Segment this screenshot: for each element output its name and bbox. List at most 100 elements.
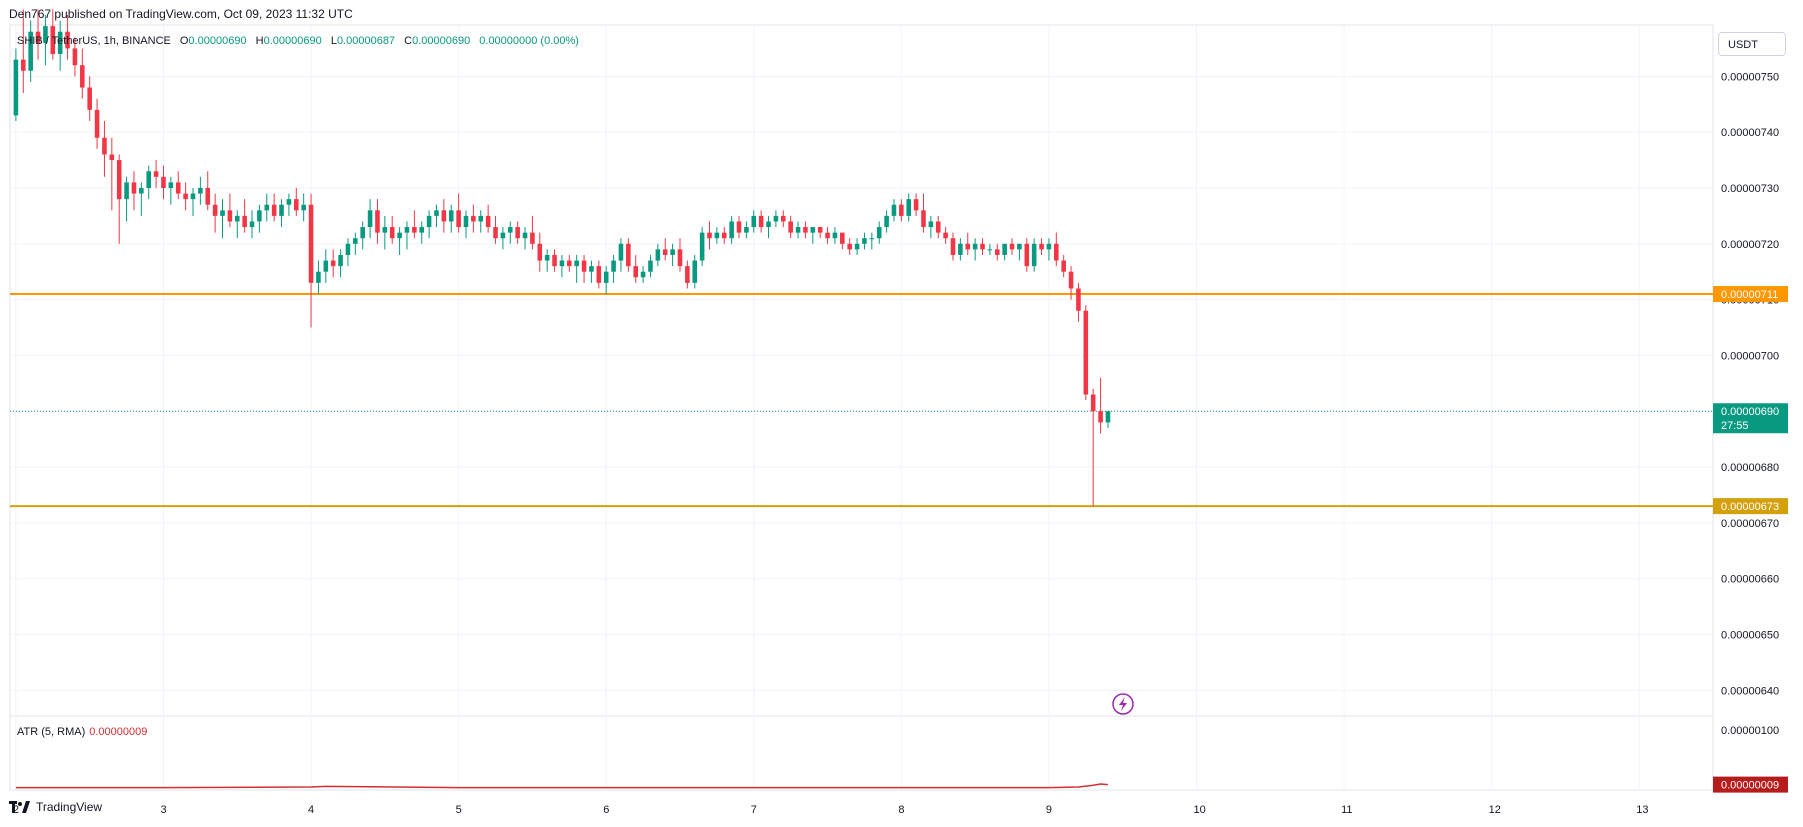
candle-body xyxy=(884,215,889,228)
candle xyxy=(57,20,63,71)
atr-label[interactable]: ATR (5, RMA) xyxy=(17,726,86,738)
candle xyxy=(28,20,33,82)
bar-countdown-label: 27:55 xyxy=(1721,420,1749,432)
candle xyxy=(212,193,218,233)
change-value: 0.00000000 (0.00%) xyxy=(479,35,579,47)
candle-body xyxy=(803,227,808,233)
candle-body xyxy=(412,227,417,233)
candle-body xyxy=(854,243,860,250)
candle xyxy=(139,182,144,216)
atr-line xyxy=(15,783,1108,789)
candle xyxy=(685,260,690,289)
candle xyxy=(294,187,299,216)
candle-body xyxy=(404,227,410,233)
candle-body xyxy=(426,215,432,228)
candle-body xyxy=(360,227,365,239)
candle xyxy=(522,227,528,250)
footer-brand[interactable]: TradingView xyxy=(9,800,102,814)
candle-body xyxy=(1009,243,1015,250)
candle xyxy=(286,193,292,216)
candle xyxy=(559,254,565,278)
tradingview-logo-icon xyxy=(9,801,30,813)
candle-body xyxy=(817,227,823,233)
candle xyxy=(648,254,653,278)
candle-body xyxy=(655,249,661,261)
candle-body xyxy=(980,243,985,250)
candle-body xyxy=(685,266,690,283)
candle xyxy=(1039,238,1044,255)
candle xyxy=(43,14,48,66)
candle xyxy=(471,204,476,233)
time-tick-label: 12 xyxy=(1489,804,1501,816)
candle-body xyxy=(183,193,188,200)
candle-body xyxy=(478,215,484,222)
candle-body xyxy=(72,48,78,66)
time-tick-label: 13 xyxy=(1636,804,1648,816)
candle xyxy=(493,215,498,244)
candle-body xyxy=(419,227,425,233)
candle xyxy=(780,210,786,228)
level-price-tag xyxy=(1713,286,1788,303)
candle-body xyxy=(1076,288,1081,311)
candle-body xyxy=(109,154,115,161)
candle-body xyxy=(721,232,727,239)
candle xyxy=(419,221,425,244)
candle xyxy=(87,76,92,122)
candle xyxy=(751,210,757,233)
time-tick-label: 9 xyxy=(1046,804,1052,816)
candle xyxy=(116,154,122,244)
candle xyxy=(448,204,454,233)
candle-body xyxy=(648,260,653,272)
currency-button[interactable]: USDT xyxy=(1718,32,1786,56)
time-tick-label: 6 xyxy=(603,804,609,816)
candle-body xyxy=(28,31,33,71)
level-price-tag xyxy=(1713,498,1788,515)
candle xyxy=(1054,232,1059,267)
atr-value: 0.00000009 xyxy=(89,726,148,738)
candle xyxy=(662,238,668,261)
price-tick-label: 0.00000750 xyxy=(1721,71,1779,83)
candle-body xyxy=(323,260,329,272)
candle xyxy=(1024,238,1030,272)
candle-body xyxy=(640,271,646,278)
candle xyxy=(884,210,889,233)
candle xyxy=(397,227,402,255)
high-key: H xyxy=(255,35,264,47)
candle xyxy=(301,193,306,222)
price-tick-label: 0.00000640 xyxy=(1721,685,1779,697)
time-axis[interactable]: 2 3 4 5 6 7 8 9 10 11 12 13 xyxy=(13,804,1649,816)
candle xyxy=(552,249,557,272)
candle xyxy=(242,199,247,233)
candle xyxy=(271,193,277,222)
open-value: 0.00000690 xyxy=(188,35,247,47)
candle xyxy=(360,221,365,250)
candle-body xyxy=(537,243,543,261)
candle-body xyxy=(220,210,225,216)
candle xyxy=(434,204,439,228)
candle-body xyxy=(471,215,476,222)
candle-body xyxy=(670,249,675,255)
candle-body xyxy=(552,254,557,267)
candle xyxy=(441,199,447,233)
candle-body xyxy=(611,260,616,272)
candle-body xyxy=(50,26,56,55)
candle xyxy=(699,227,705,267)
symbol-label[interactable]: SHIB / TetherUS, 1h, BINANCE xyxy=(17,35,171,47)
candle-body xyxy=(131,182,137,194)
candle xyxy=(124,176,129,222)
candle-body xyxy=(832,232,838,239)
candle xyxy=(234,210,240,239)
candle-body xyxy=(1024,243,1030,267)
candle-body xyxy=(633,266,638,278)
lightning-icon[interactable] xyxy=(1112,693,1134,715)
candle-body xyxy=(507,227,513,233)
candle xyxy=(382,215,388,250)
candle-body xyxy=(493,227,498,239)
candle-body xyxy=(987,249,993,251)
candle-body xyxy=(124,182,129,200)
candle-body xyxy=(589,266,594,272)
candle xyxy=(544,249,550,272)
price-axis[interactable]: 0.00000640 0.00000650 0.00000660 0.00000670… xyxy=(1713,71,1788,793)
candle xyxy=(972,238,978,261)
